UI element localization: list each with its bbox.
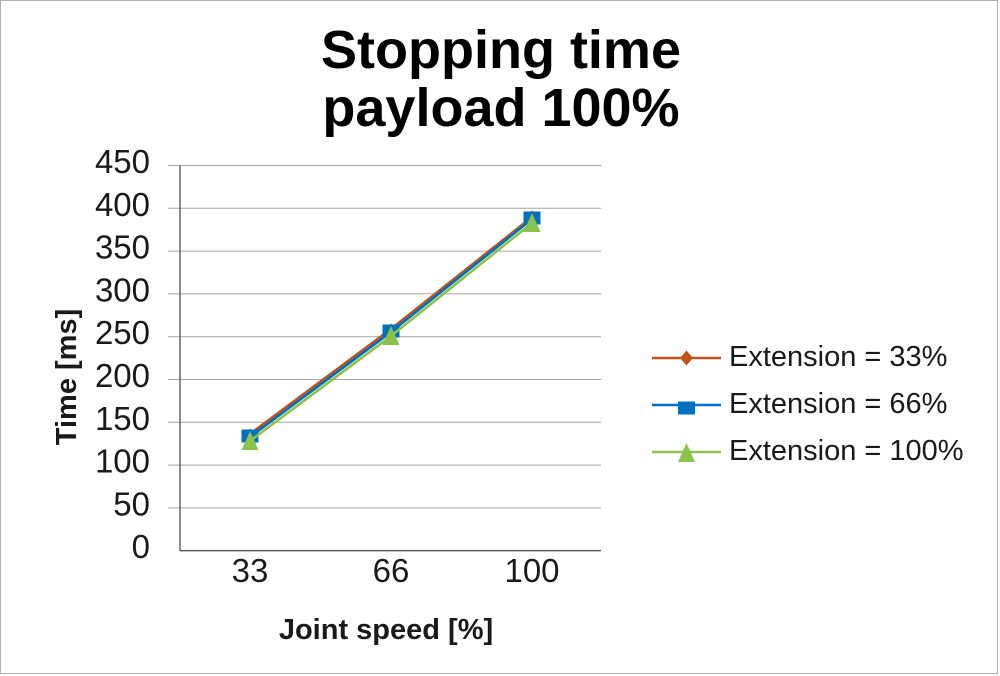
svg-text:200: 200 xyxy=(95,357,150,394)
svg-text:Time [ms]: Time [ms] xyxy=(51,309,83,445)
svg-text:250: 250 xyxy=(95,314,150,351)
svg-text:300: 300 xyxy=(95,271,150,308)
svg-text:66: 66 xyxy=(373,552,410,589)
svg-text:0: 0 xyxy=(132,528,150,565)
svg-text:Extension = 66%: Extension = 66% xyxy=(729,388,947,420)
svg-text:Extension = 100%: Extension = 100% xyxy=(729,435,964,467)
svg-text:150: 150 xyxy=(95,400,150,437)
svg-text:Extension = 33%: Extension = 33% xyxy=(729,341,947,373)
svg-text:350: 350 xyxy=(95,229,150,266)
svg-text:33: 33 xyxy=(232,552,269,589)
svg-text:450: 450 xyxy=(95,143,150,180)
svg-text:400: 400 xyxy=(95,186,150,223)
svg-text:Joint speed [%]: Joint speed [%] xyxy=(279,614,493,646)
svg-text:100: 100 xyxy=(504,552,559,589)
svg-text:50: 50 xyxy=(113,485,150,522)
svg-text:100: 100 xyxy=(95,443,150,480)
